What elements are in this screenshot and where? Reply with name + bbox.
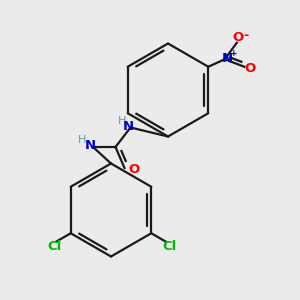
Text: N: N — [222, 52, 233, 65]
Text: -: - — [243, 29, 248, 42]
Text: O: O — [232, 31, 244, 44]
Text: H: H — [78, 135, 87, 146]
Text: Cl: Cl — [47, 240, 61, 254]
Text: N: N — [122, 119, 134, 133]
Text: O: O — [128, 163, 140, 176]
Text: H: H — [118, 116, 126, 126]
Text: N: N — [84, 139, 96, 152]
Text: Cl: Cl — [162, 240, 176, 254]
Text: O: O — [244, 62, 255, 75]
Text: +: + — [230, 49, 238, 58]
